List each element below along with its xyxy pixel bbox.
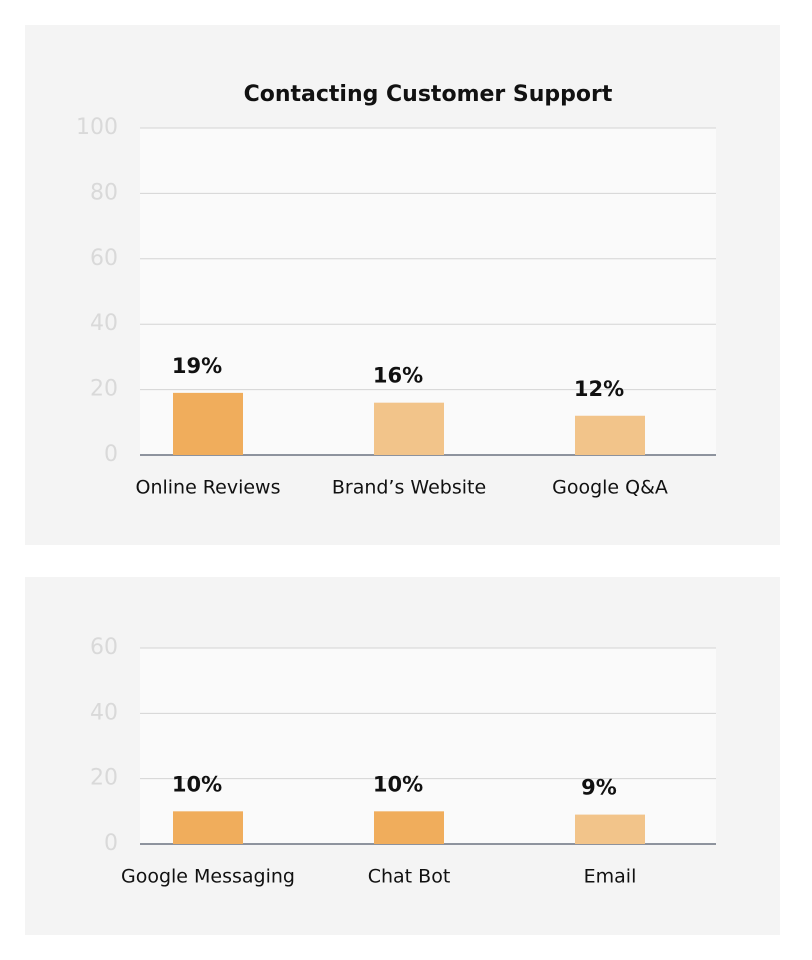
- value-label: 12%: [574, 377, 624, 401]
- value-label: 10%: [172, 772, 222, 796]
- x-tick-label: Online Reviews: [135, 477, 280, 499]
- x-tick-label: Email: [584, 866, 637, 888]
- bar: [575, 415, 645, 455]
- x-tick-label: Brand’s Website: [332, 477, 486, 499]
- y-tick-label: 60: [90, 635, 118, 660]
- value-label: 16%: [373, 364, 423, 388]
- value-label: 10%: [373, 772, 423, 796]
- chart-title: Contacting Customer Support: [244, 82, 613, 107]
- y-tick-label: 0: [104, 442, 118, 467]
- bar: [575, 814, 645, 844]
- y-tick-label: 80: [90, 180, 118, 205]
- value-label: 9%: [581, 776, 617, 800]
- bar: [374, 811, 444, 844]
- y-tick-label: 0: [104, 831, 118, 856]
- y-tick-label: 40: [90, 311, 118, 336]
- x-tick-label: Chat Bot: [368, 866, 451, 888]
- y-tick-label: 60: [90, 246, 118, 271]
- value-label: 19%: [172, 354, 222, 378]
- x-tick-label: Google Q&A: [552, 477, 668, 499]
- y-tick-label: 40: [90, 700, 118, 725]
- bar: [173, 811, 243, 844]
- y-tick-label: 20: [90, 766, 118, 791]
- y-tick-label: 20: [90, 377, 118, 402]
- bar: [173, 392, 243, 455]
- bar: [374, 402, 444, 455]
- y-tick-label: 100: [76, 115, 118, 140]
- x-tick-label: Google Messaging: [121, 866, 295, 888]
